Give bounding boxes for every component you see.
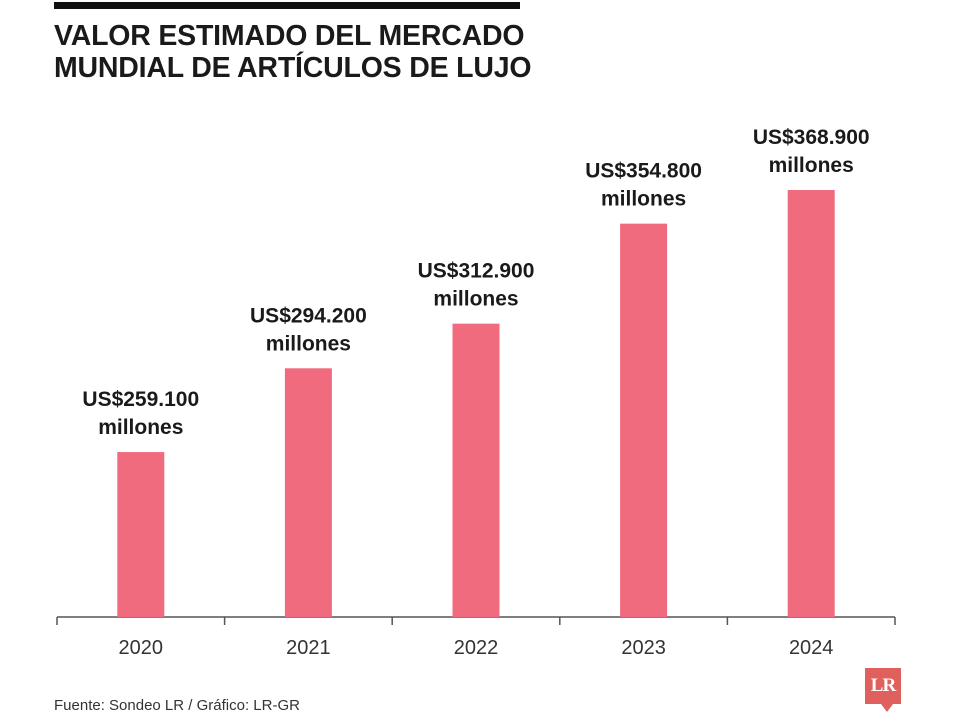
bar-2023 (620, 223, 668, 617)
chart-title: VALOR ESTIMADO DEL MERCADO MUNDIAL DE AR… (54, 20, 574, 84)
data-label-unit-2022: millones (433, 288, 518, 311)
bar-2020 (117, 452, 165, 617)
lr-logo: LR (865, 668, 901, 712)
x-tick-label-2024: 2024 (789, 637, 834, 659)
data-label-unit-2024: millones (769, 154, 854, 177)
x-tick-label-2021: 2021 (286, 637, 331, 659)
data-label-value-2021: US$294.200 (250, 304, 367, 327)
chart-title-line-2: MUNDIAL DE ARTÍCULOS DE LUJO (54, 52, 532, 84)
data-label-unit-2023: millones (601, 188, 686, 211)
x-tick-label-2023: 2023 (621, 637, 666, 659)
title-rule (54, 2, 520, 9)
bar-2022 (452, 323, 500, 617)
chart-title-line-1: VALOR ESTIMADO DEL MERCADO (54, 20, 525, 52)
data-label-unit-2021: millones (266, 332, 351, 355)
bar-2021 (284, 368, 332, 617)
x-tick-label-2020: 2020 (119, 637, 164, 659)
data-label-value-2023: US$354.800 (585, 160, 702, 183)
bar-chart: US$259.100 millones 2020 US$294.200 millones… (56, 126, 896, 659)
data-label-value-2020: US$259.100 (82, 388, 199, 411)
source-note: Fuente: Sondeo LR / Gráfico: LR-GR (54, 697, 300, 714)
bar-2024 (787, 190, 835, 617)
data-label-value-2022: US$312.900 (418, 260, 535, 283)
data-label-unit-2020: millones (98, 416, 183, 439)
x-tick-label-2022: 2022 (454, 637, 499, 659)
data-label-value-2024: US$368.900 (753, 126, 870, 149)
